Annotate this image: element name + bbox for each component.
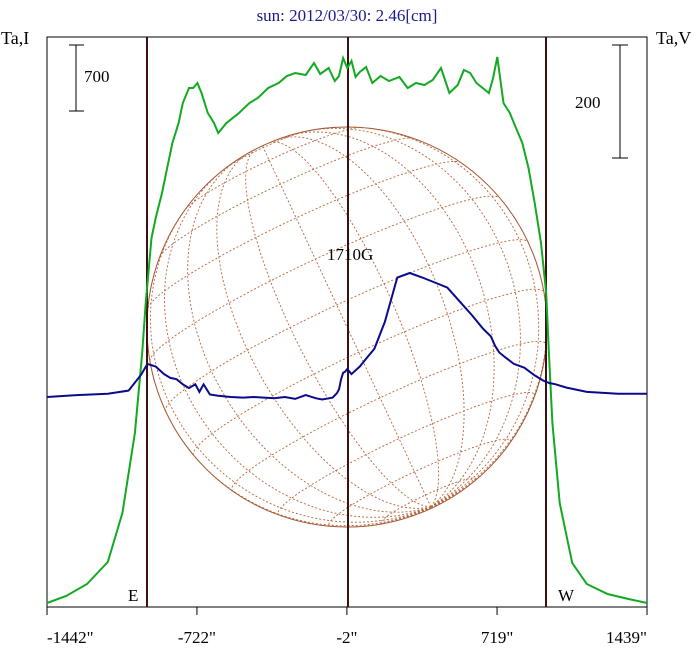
grid-line (192, 288, 545, 456)
grid-line (216, 152, 431, 509)
grid-line (164, 168, 432, 518)
x-tick-label: 1439" (606, 628, 647, 647)
grid-line (245, 149, 431, 508)
peak-annotation: 1710G (327, 245, 373, 264)
right-scale-bar-label: 200 (575, 93, 601, 112)
right-scale-bar (612, 44, 628, 159)
grid-line (269, 141, 440, 508)
grid-line (149, 195, 500, 361)
grid-line (290, 131, 495, 508)
grid-line (380, 477, 476, 524)
y-right-axis-label: Ta,V (656, 28, 691, 48)
left-scale-bar-label: 700 (84, 67, 110, 86)
grid-line (262, 145, 432, 508)
east-limb-label: E (128, 586, 138, 605)
series-intensity-line (46, 54, 648, 604)
chart-title: sun: 2012/03/30: 2.46[cm] (257, 6, 438, 25)
grid-line (305, 127, 521, 508)
y-left-axis-label: Ta,I (1, 28, 29, 48)
x-tick-label: -2" (336, 628, 357, 647)
west-limb-label: W (558, 586, 575, 605)
grid-line (164, 239, 529, 412)
left-scale-bar (69, 44, 84, 112)
x-tick-label: 719" (481, 628, 513, 647)
grid-line (185, 127, 361, 210)
x-tick-label: -1442" (47, 628, 94, 647)
grid-line (430, 460, 497, 508)
series-polarization-line (46, 271, 647, 401)
limb-lines (146, 37, 547, 607)
grid-line (430, 242, 548, 508)
grid-line (430, 505, 437, 508)
grid-line (187, 159, 432, 513)
grid-line (350, 126, 540, 508)
grid-line (150, 200, 432, 523)
grid-line (231, 340, 547, 492)
grid-line (276, 136, 465, 508)
x-axis-ticks: -1442" -722" -2" 719" 1439" (46, 607, 648, 647)
grid-line (165, 411, 432, 527)
grid-line (328, 438, 511, 527)
x-tick-label: -722" (178, 628, 216, 647)
grid-line (277, 391, 536, 516)
solar-disk-grid (146, 126, 548, 528)
